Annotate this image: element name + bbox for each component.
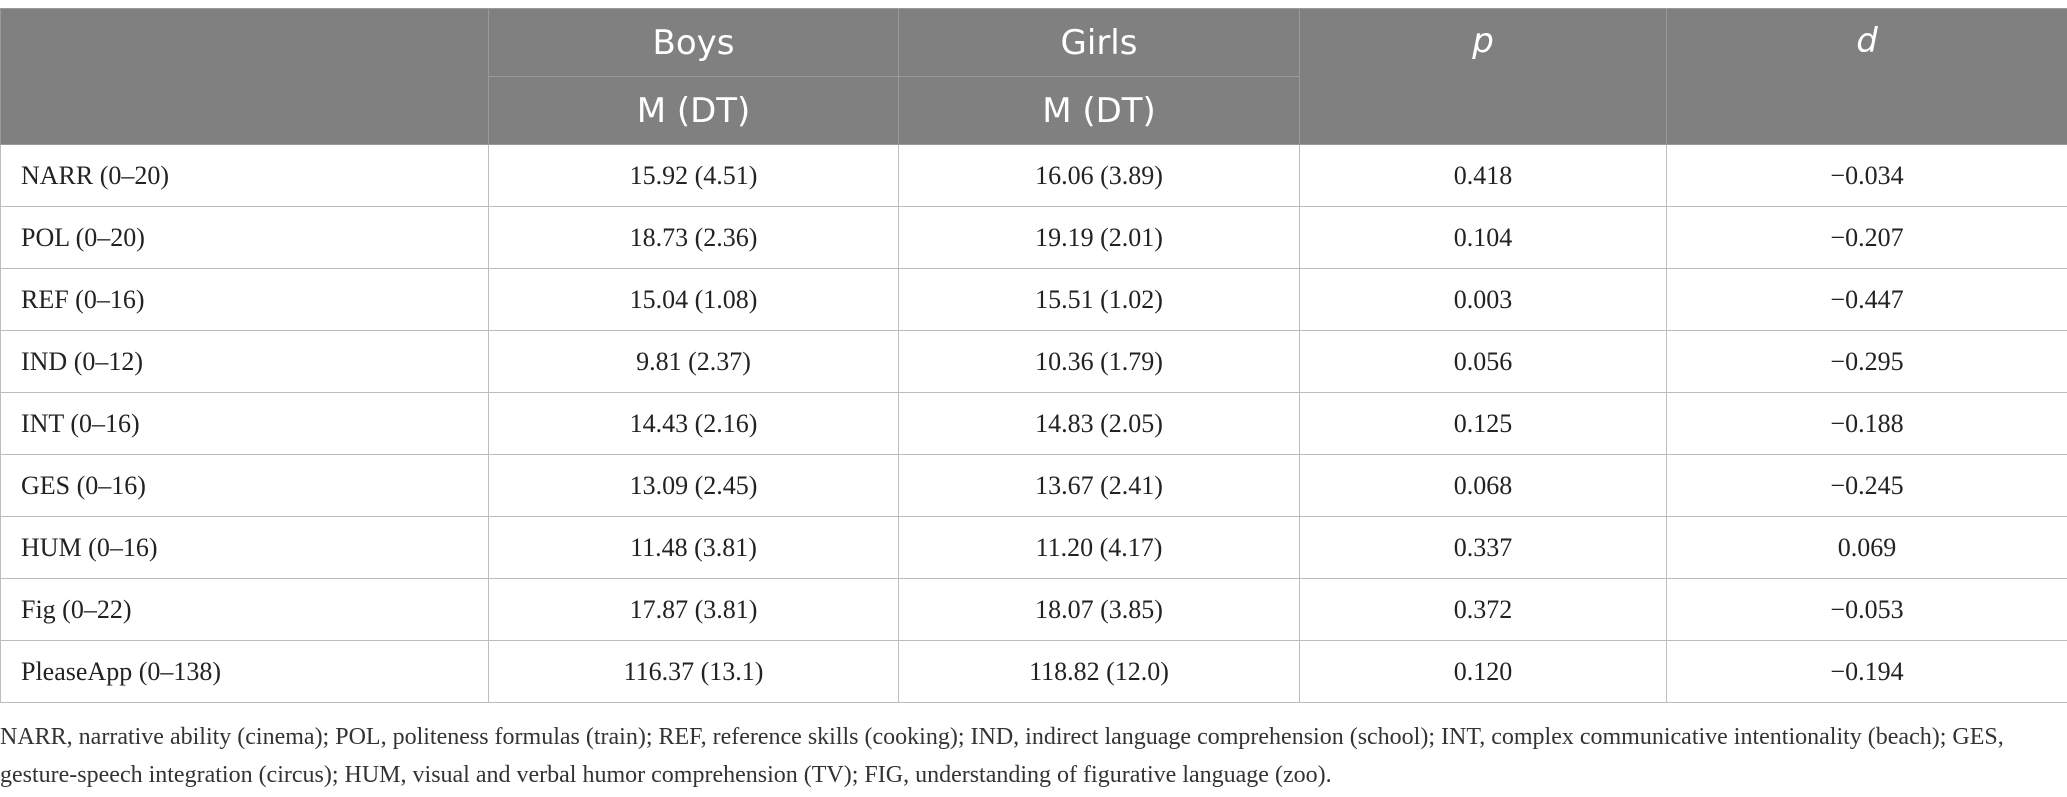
table-row: POL (0–20) 18.73 (2.36) 19.19 (2.01) 0.104−…: [0, 206, 2067, 269]
cell-d: −0.207: [1666, 206, 2067, 269]
cell-p: 0.104: [1299, 206, 1667, 269]
cell-measure: Fig (0–22): [0, 578, 489, 641]
header-row-1: Boys Girls p d: [0, 8, 2067, 145]
cell-boys: 14.43 (2.16): [488, 392, 899, 455]
cell-girls: 15.51 (1.02): [898, 268, 1300, 331]
cell-girls: 11.20 (4.17): [898, 516, 1300, 579]
cell-p: 0.068: [1299, 454, 1667, 517]
table-row: HUM (0–16) 11.48 (3.81) 11.20 (4.17) 0.337 0…: [0, 516, 2067, 579]
cell-girls: 18.07 (3.85): [898, 578, 1300, 641]
table-row: PleaseApp (0–138) 116.37 (13.1) 118.82 (12…: [0, 640, 2067, 703]
cell-boys: 13.09 (2.45): [488, 454, 899, 517]
header-girls: Girls: [898, 8, 1300, 77]
cell-d: −0.245: [1666, 454, 2067, 517]
cell-girls: 118.82 (12.0): [898, 640, 1300, 703]
header-row-2: M (DT) M (DT): [1, 76, 2067, 145]
cell-measure: IND (0–12): [0, 330, 489, 393]
table-row: REF (0–16) 15.04 (1.08) 15.51 (1.02) 0.003−…: [0, 268, 2067, 331]
cell-boys: 15.92 (4.51): [488, 144, 899, 207]
cell-girls: 10.36 (1.79): [898, 330, 1300, 393]
cell-d: −0.447: [1666, 268, 2067, 331]
cell-measure: REF (0–16): [0, 268, 489, 331]
cell-p: 0.120: [1299, 640, 1667, 703]
table-body: NARR (0–20) 15.92 (4.51) 16.06 (3.89) 0.418…: [0, 144, 2067, 703]
cell-measure: PleaseApp (0–138): [0, 640, 489, 703]
cell-d: −0.034: [1666, 144, 2067, 207]
cell-measure: GES (0–16): [0, 454, 489, 517]
cell-boys: 116.37 (13.1): [488, 640, 899, 703]
cell-d: 0.069: [1666, 516, 2067, 579]
cell-boys: 11.48 (3.81): [488, 516, 899, 579]
cell-boys: 15.04 (1.08): [488, 268, 899, 331]
header-p: p: [1299, 8, 1667, 145]
table-row: Fig (0–22) 17.87 (3.81) 18.07 (3.85) 0.372−…: [0, 578, 2067, 641]
cell-d: −0.295: [1666, 330, 2067, 393]
cell-measure: HUM (0–16): [0, 516, 489, 579]
table-header: Boys Girls p d M (DT) M (DT): [0, 8, 2067, 145]
header-measure: [0, 8, 489, 145]
cell-p: 0.337: [1299, 516, 1667, 579]
table-footnote: NARR, narrative ability (cinema); POL, p…: [0, 724, 2004, 788]
cell-p: 0.418: [1299, 144, 1667, 207]
cell-boys: 9.81 (2.37): [488, 330, 899, 393]
cell-girls: 13.67 (2.41): [898, 454, 1300, 517]
cell-girls: 19.19 (2.01): [898, 206, 1300, 269]
cell-p: 0.056: [1299, 330, 1667, 393]
cell-d: −0.194: [1666, 640, 2067, 703]
results-table: Boys Girls p d M (DT) M (DT) NARR (0–20)…: [0, 8, 2067, 703]
table-row: NARR (0–20) 15.92 (4.51) 16.06 (3.89) 0.418…: [0, 144, 2067, 207]
cell-girls: 14.83 (2.05): [898, 392, 1300, 455]
cell-measure: INT (0–16): [0, 392, 489, 455]
table-row: IND (0–12) 9.81 (2.37) 10.36 (1.79) 0.056 −0…: [0, 330, 2067, 393]
header-boys: Boys: [488, 8, 899, 77]
cell-measure: POL (0–20): [0, 206, 489, 269]
cell-p: 0.372: [1299, 578, 1667, 641]
cell-girls: 16.06 (3.89): [898, 144, 1300, 207]
cell-p: 0.125: [1299, 392, 1667, 455]
results-table-container: Boys Girls p d M (DT) M (DT) NARR (0–20)…: [0, 8, 2067, 703]
table-row: GES (0–16) 13.09 (2.45) 13.67 (2.41) 0.068−…: [0, 454, 2067, 517]
cell-p: 0.003: [1299, 268, 1667, 331]
cell-boys: 17.87 (3.81): [488, 578, 899, 641]
cell-d: −0.188: [1666, 392, 2067, 455]
cell-boys: 18.73 (2.36): [488, 206, 899, 269]
header-boys-sub: M (DT): [488, 76, 899, 145]
cell-measure: NARR (0–20): [0, 144, 489, 207]
cell-d: −0.053: [1666, 578, 2067, 641]
header-girls-sub: M (DT): [898, 76, 1300, 145]
header-d: d: [1666, 8, 2067, 145]
table-row: INT (0–16) 14.43 (2.16) 14.83 (2.05) 0.125−…: [0, 392, 2067, 455]
